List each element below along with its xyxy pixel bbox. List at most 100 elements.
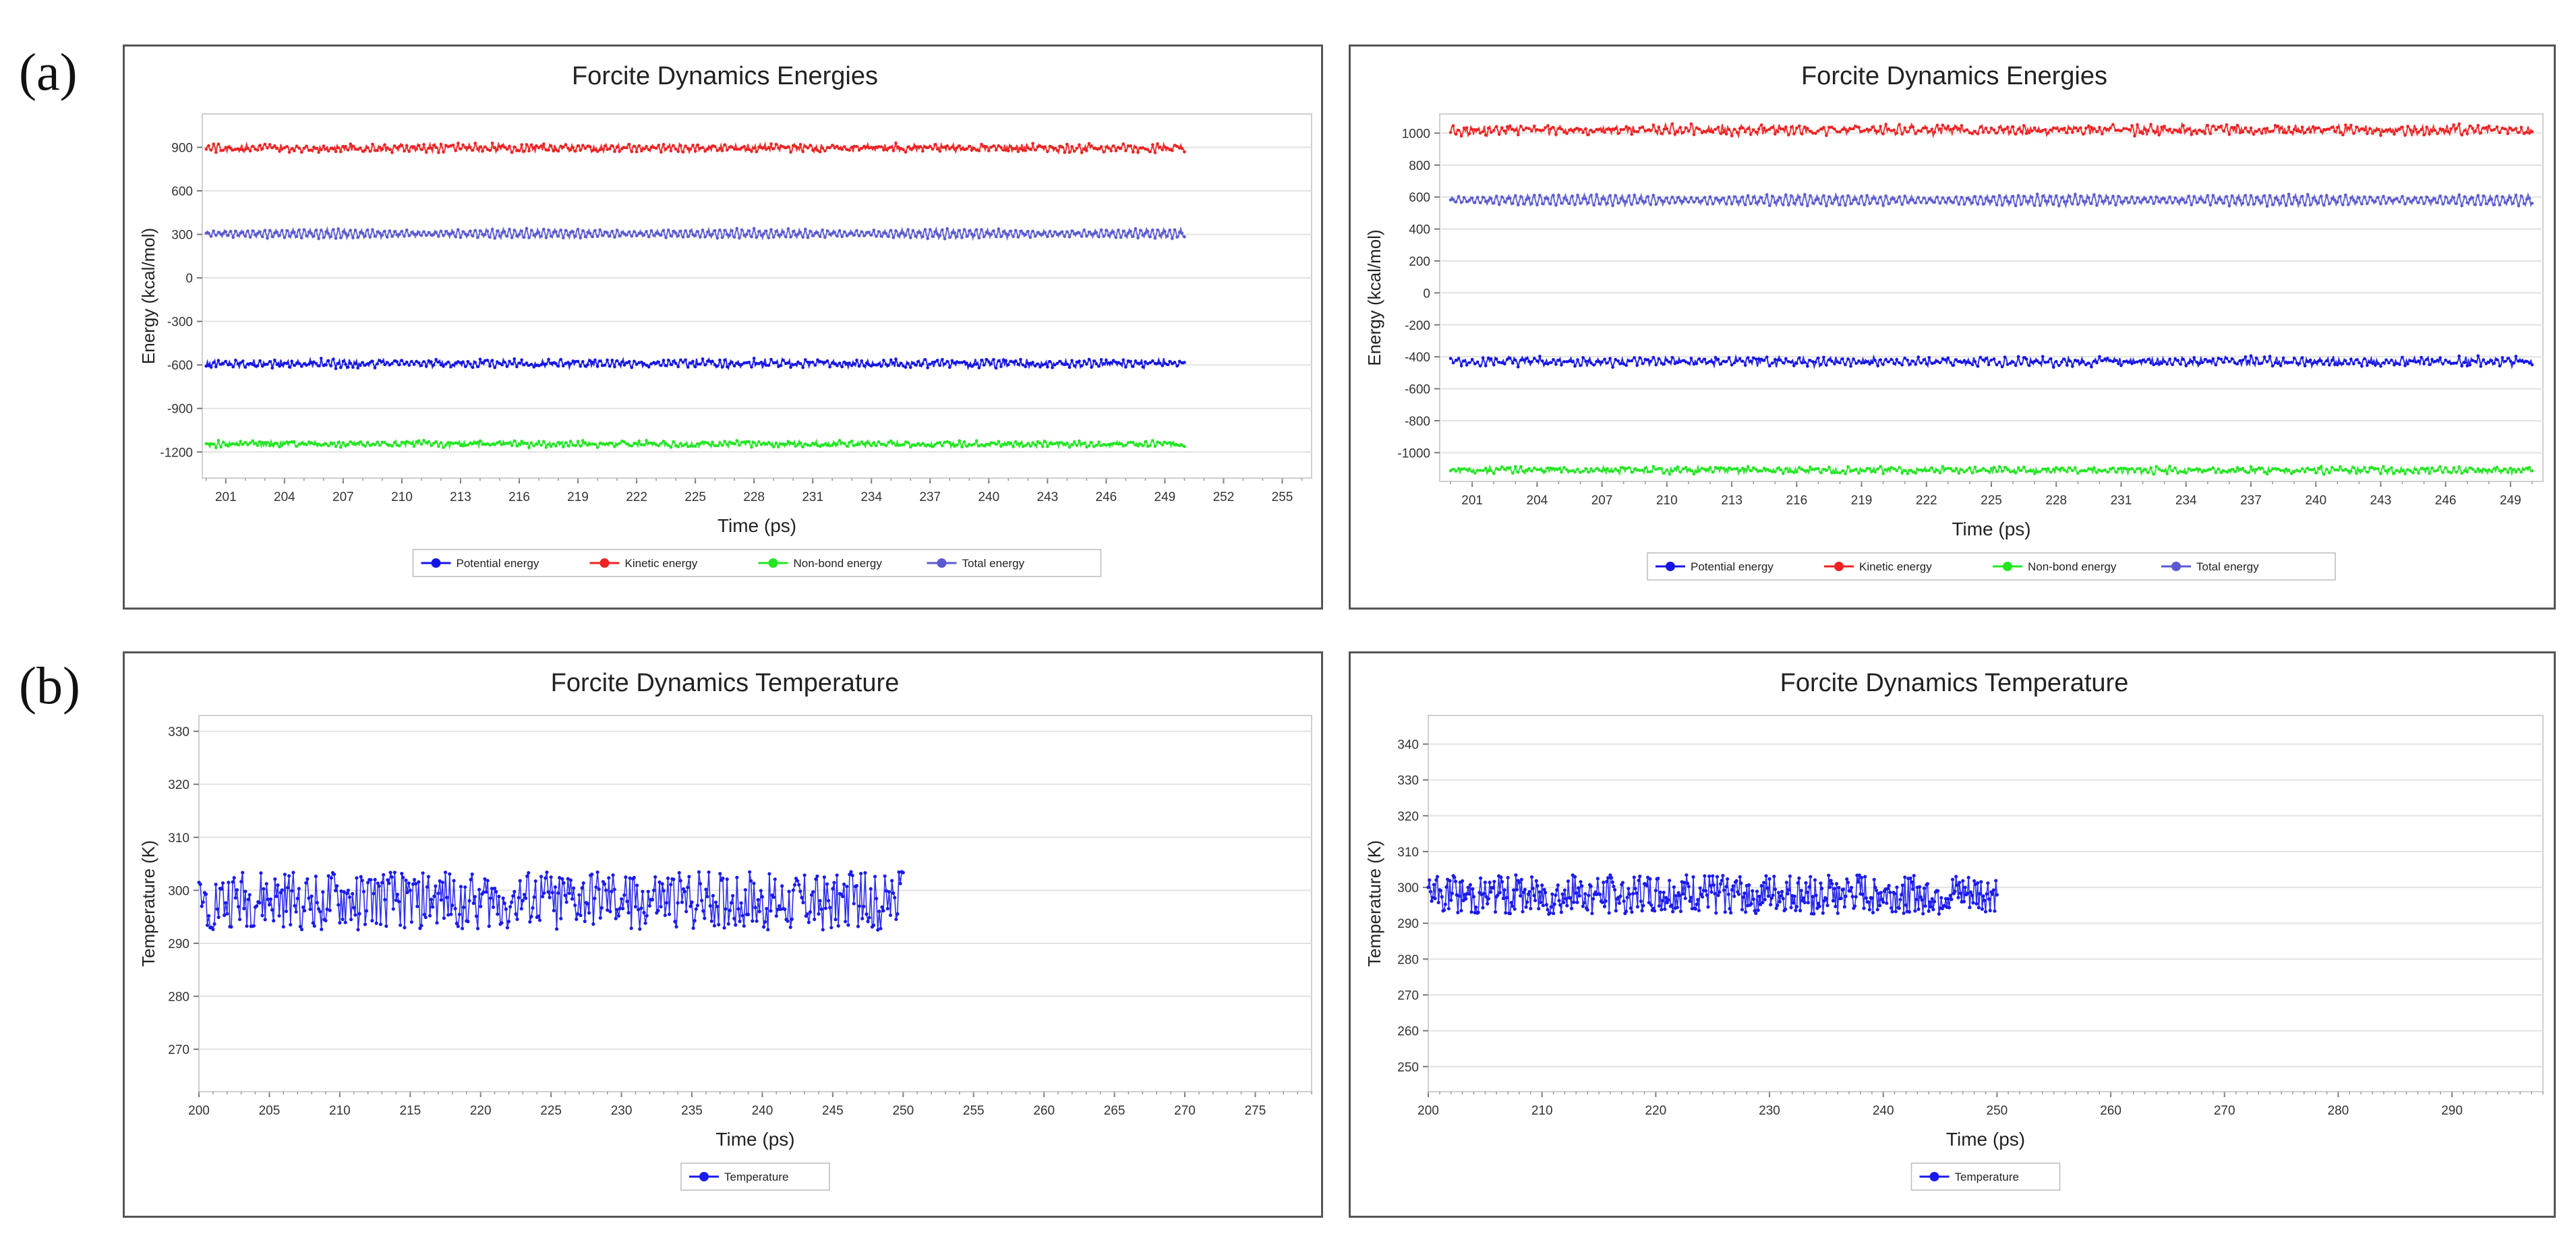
data-point [743, 888, 747, 892]
data-point [1989, 126, 1993, 130]
data-point [2016, 466, 2020, 469]
data-point [2092, 193, 2096, 197]
x-tick-label: 249 [1154, 490, 1176, 504]
data-point [336, 227, 340, 231]
legend-box [1910, 1162, 2061, 1191]
data-point [1635, 891, 1639, 895]
data-point [459, 147, 463, 151]
data-point [1552, 194, 1555, 197]
data-point [717, 922, 721, 926]
data-point [380, 148, 384, 151]
data-point [2428, 363, 2431, 367]
data-point [1043, 440, 1047, 444]
data-point [1051, 234, 1054, 238]
data-point [2046, 200, 2050, 203]
data-point [2279, 201, 2283, 205]
data-point [849, 870, 853, 874]
data-point [1124, 149, 1128, 152]
data-point [549, 361, 553, 365]
data-point [823, 906, 828, 910]
data-point [2024, 131, 2028, 136]
x-tick-label: 245 [822, 1104, 844, 1118]
data-point [1903, 875, 1907, 879]
data-point [2414, 196, 2418, 200]
data-point [1670, 903, 1674, 908]
data-point [351, 891, 355, 896]
data-point [2027, 469, 2031, 473]
data-point [933, 143, 937, 146]
data-point [732, 147, 736, 151]
data-point [1639, 899, 1643, 904]
data-point [2276, 198, 2280, 202]
data-point [627, 444, 631, 447]
data-point [1946, 356, 1950, 360]
data-point [537, 231, 541, 234]
data-point [378, 922, 383, 926]
data-point [521, 899, 525, 903]
data-point [1603, 130, 1606, 134]
data-point [1486, 356, 1490, 360]
data-point [686, 147, 690, 150]
data-point [744, 148, 749, 151]
data-point [2511, 361, 2515, 365]
data-point [1735, 200, 1739, 204]
data-point [415, 359, 418, 363]
data-point [691, 926, 695, 931]
data-point [1865, 360, 1869, 363]
data-point [1102, 150, 1106, 154]
data-point [591, 922, 595, 926]
data-point [554, 927, 559, 931]
data-point [451, 363, 455, 367]
data-point [2125, 127, 2128, 131]
data-point [1469, 910, 1473, 914]
data-point [833, 146, 837, 150]
data-point [1111, 144, 1115, 148]
data-point [1150, 439, 1154, 442]
data-point [1173, 361, 1177, 364]
data-point [1138, 229, 1142, 232]
data-point [1927, 197, 1931, 201]
data-point [444, 895, 449, 900]
data-point [359, 875, 363, 879]
data-point [1910, 880, 1914, 884]
data-point [1633, 356, 1637, 359]
data-point [1146, 148, 1150, 152]
data-point [1970, 201, 1974, 204]
data-point [2038, 361, 2042, 365]
data-point [2514, 127, 2518, 130]
data-point [1657, 125, 1661, 129]
data-point [1600, 197, 1604, 201]
data-point [1129, 359, 1132, 363]
data-point [1767, 877, 1772, 881]
data-point [1947, 906, 1952, 910]
data-point [1537, 906, 1541, 911]
data-point [1819, 471, 1823, 475]
data-point [368, 150, 372, 153]
data-point [828, 444, 831, 448]
data-point [1109, 442, 1113, 446]
data-point [537, 918, 542, 922]
data-point [2292, 196, 2296, 200]
data-point [1525, 126, 1528, 130]
data-point [1714, 465, 1718, 469]
data-point [1662, 362, 1666, 366]
data-point [356, 148, 359, 151]
data-point [487, 924, 491, 928]
data-point [1705, 129, 1709, 132]
data-point [1682, 881, 1687, 885]
data-point [293, 231, 296, 234]
data-point [857, 904, 862, 908]
data-point [1033, 148, 1037, 152]
data-point [1627, 194, 1631, 198]
data-point [887, 890, 891, 894]
data-point [479, 904, 483, 908]
data-point [219, 445, 223, 449]
data-point [1548, 911, 1552, 915]
data-point [813, 231, 817, 235]
data-point [568, 878, 573, 882]
data-point [1033, 364, 1037, 368]
data-point [1678, 909, 1683, 914]
data-point [1863, 469, 1866, 473]
data-point [449, 441, 452, 444]
data-point [2414, 468, 2418, 471]
